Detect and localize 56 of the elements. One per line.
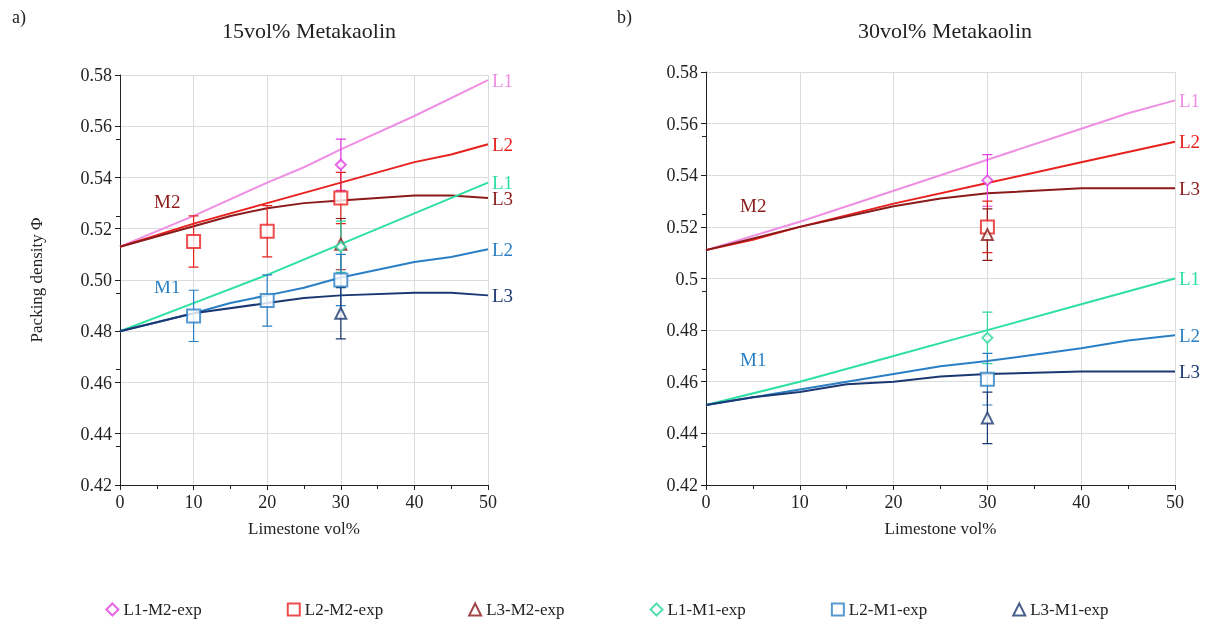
series-label: L2 (492, 238, 514, 260)
y-tick-label: 0.5 (675, 268, 698, 289)
series-label: L1 (1179, 268, 1201, 289)
y-tick-label: 0.58 (80, 65, 112, 85)
annotation: M2 (154, 191, 181, 213)
y-tick-label: 0.52 (80, 218, 112, 239)
legend-label: L2-M1-exp (848, 600, 928, 619)
y-tick-label: 0.56 (666, 113, 698, 134)
x-axis-title: Limestone vol% (248, 519, 360, 538)
series-label: L3 (492, 284, 514, 306)
x-tick-label: 10 (184, 492, 203, 512)
series-label: L1 (1179, 89, 1201, 111)
legend-label: L2-M2-exp (304, 600, 384, 619)
y-tick-label: 0.54 (666, 165, 698, 186)
legend-label: L3-M2-exp (486, 600, 565, 619)
series-label: L3 (1179, 360, 1201, 382)
legend-label: L1-M2-exp (123, 600, 202, 619)
series-label: L1 (492, 69, 514, 91)
x-tick-label: 20 (884, 492, 903, 512)
y-tick-label: 0.42 (80, 475, 112, 495)
y-tick-label: 0.48 (666, 320, 698, 341)
legend-label: L1-M1-exp (667, 600, 746, 619)
x-tick-label: 50 (479, 492, 497, 512)
x-axis-title: Limestone vol% (884, 519, 997, 538)
y-tick-label: 0.46 (80, 372, 112, 393)
y-tick-label: 0.44 (80, 423, 112, 444)
y-tick-label: 0.42 (666, 475, 698, 495)
y-tick-label: 0.58 (666, 62, 698, 82)
x-tick-label: 20 (258, 492, 277, 512)
x-tick-label: 0 (115, 492, 125, 512)
x-tick-label: 30 (331, 492, 350, 512)
x-tick-label: 40 (405, 492, 424, 512)
x-tick-label: 0 (701, 492, 711, 512)
y-axis-title: Packing density Φ (27, 217, 46, 343)
y-tick-label: 0.44 (666, 423, 698, 444)
chart-title: 15vol% Metakaolin (221, 17, 397, 43)
x-tick-label: 10 (790, 492, 809, 512)
y-tick-label: 0.46 (666, 371, 698, 392)
series-label: L2 (1179, 131, 1201, 153)
y-tick-label: 0.52 (666, 216, 698, 237)
chart-title: 30vol% Metakaolin (857, 17, 1033, 43)
y-tick-label: 0.50 (80, 270, 112, 290)
x-tick-label: 50 (1166, 492, 1184, 512)
series-label: L2 (492, 133, 514, 155)
y-tick-label: 0.54 (80, 167, 112, 188)
y-tick-label: 0.48 (80, 321, 112, 342)
series-label: L2 (1179, 324, 1201, 346)
y-tick-label: 0.56 (80, 116, 112, 137)
annotation: M2 (740, 194, 767, 216)
text: b) (617, 7, 632, 28)
text: a) (12, 7, 26, 28)
legend-label: L3-M1-exp (1030, 600, 1109, 619)
x-tick-label: 30 (978, 492, 997, 512)
series-label: L3 (1179, 177, 1201, 199)
x-tick-label: 40 (1072, 492, 1091, 512)
annotation: M1 (740, 349, 767, 371)
